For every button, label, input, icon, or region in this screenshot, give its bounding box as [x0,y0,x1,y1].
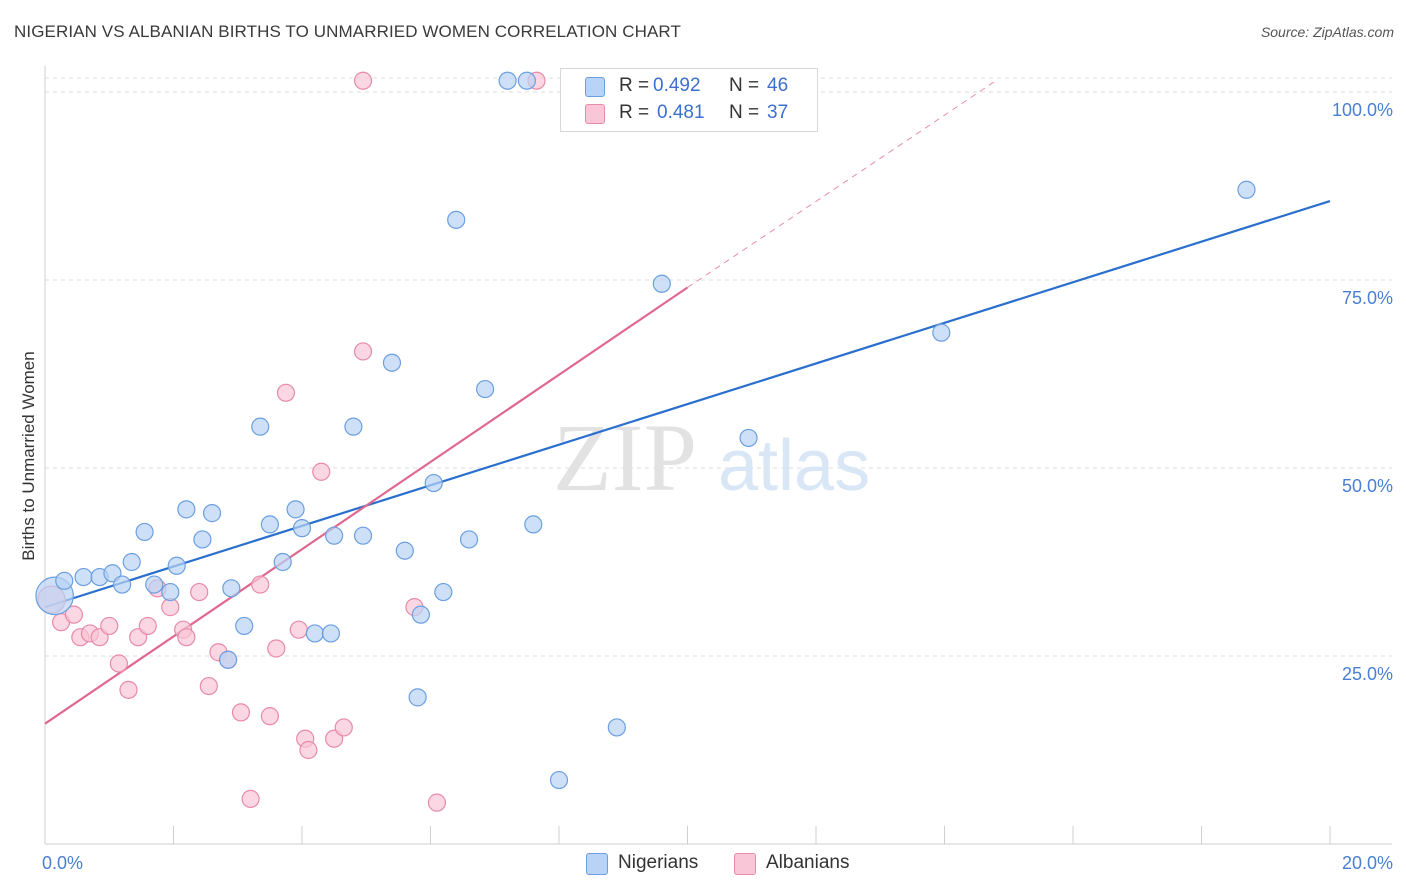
nigerian-point [524,515,543,534]
nigerian-point [193,530,212,549]
nigerian-trend-line [44,199,1331,609]
nigerian-point [122,552,141,572]
nigerian-point [219,650,238,669]
albanian-point [353,71,373,90]
albanians-swatch [734,853,756,875]
albanian-point [353,342,373,361]
nigerian-point [325,526,344,545]
y-tick-label: 75.0% [1342,288,1393,308]
nigerian-point [932,323,951,342]
tick-labels: 25.0% 50.0% 75.0% 100.0% 0.0% 20.0% [42,100,1393,873]
nigerian-point [607,718,626,737]
nigerian-point [498,71,517,90]
albanian-point [260,707,279,726]
nigerian-point [476,379,495,399]
legend-n-value: 46 [767,75,789,96]
albanian-point [100,616,119,636]
nigerian-point [135,522,154,542]
legend-r-label: R = [619,102,650,123]
nigerian-point [235,616,254,636]
trend-lines [44,80,1331,725]
nigerian-point [305,624,324,643]
watermark-zip: ZIP [553,404,697,511]
albanian-point [190,582,209,602]
x-tick-label: 0.0% [42,853,83,873]
nigerian-point [74,567,93,587]
nigerian-point [344,417,363,436]
y-tick-label: 25.0% [1342,664,1393,684]
albanian-point [231,703,251,722]
source-label: Source: ZipAtlas.com [1260,24,1394,40]
legend-r-value: 0.481 [657,102,705,123]
nigerian-point [382,353,402,372]
nigerian-point [251,417,270,436]
albanians-swatch [585,104,605,124]
albanian-trend-line [44,286,689,725]
nigerian-point [424,473,443,493]
albanian-point [138,616,157,636]
watermark: ZIP atlas [553,404,870,511]
nigerian-point [434,582,453,602]
nigerian-point [161,582,180,602]
albanian-point [64,605,84,624]
albanian-trend-extension [687,80,997,288]
albanian-point [199,676,218,696]
legend-n-value: 37 [767,102,789,123]
nigerian-point [286,500,305,519]
nigerian-point [112,575,132,594]
legend-n-label: N = [729,75,760,96]
nigerian-point [1237,180,1256,199]
x-tick-label: 20.0% [1342,853,1393,873]
nigerian-point [321,624,341,643]
y-tick-label: 100.0% [1332,100,1393,120]
nigerian-point [549,770,569,790]
albanian-point [119,680,138,699]
nigerian-point [408,688,427,707]
albanian-point [241,789,260,808]
albanian-point [267,639,286,658]
nigerian-point [273,552,292,572]
nigerian-point [292,519,312,538]
data-points [35,71,1256,812]
nigerians-swatch [585,77,605,97]
albanian-point [299,740,318,760]
axes [44,66,1392,845]
bottom-legend-label: Albanians [766,852,850,873]
albanian-point [276,383,296,402]
y-tick-label: 50.0% [1342,476,1393,496]
albanian-point [109,654,128,673]
legend-r-value: 0.492 [653,75,701,96]
albanian-point [177,628,196,647]
nigerian-point [447,210,466,229]
nigerian-point [739,428,758,448]
nigerian-point [459,530,479,549]
legend: R = 0.492 N = 46 R = 0.481 N = 37 [560,68,818,132]
chart-title: NIGERIAN VS ALBANIAN BIRTHS TO UNMARRIED… [14,22,681,41]
albanian-point [334,718,353,737]
nigerian-point [260,515,279,534]
nigerian-point [55,571,74,590]
legend-r-label: R = [619,75,650,96]
albanian-point [251,575,270,594]
nigerian-point [145,575,164,594]
y-axis-title: Births to Unmarried Women [19,351,38,560]
bottom-legend-label: Nigerians [618,852,699,873]
nigerian-point [167,556,186,575]
nigerian-point [517,71,536,90]
albanian-point [289,620,308,639]
nigerian-point [411,605,430,624]
nigerian-point [395,541,414,560]
nigerian-point [652,274,671,293]
nigerian-point [202,504,222,523]
nigerian-point [222,579,241,598]
nigerians-swatch [586,853,608,875]
albanian-point [427,793,447,812]
legend-n-label: N = [729,102,760,123]
nigerian-point [177,500,196,519]
albanian-point [312,462,331,481]
nigerian-point [353,526,373,545]
gridlines [45,77,1392,657]
